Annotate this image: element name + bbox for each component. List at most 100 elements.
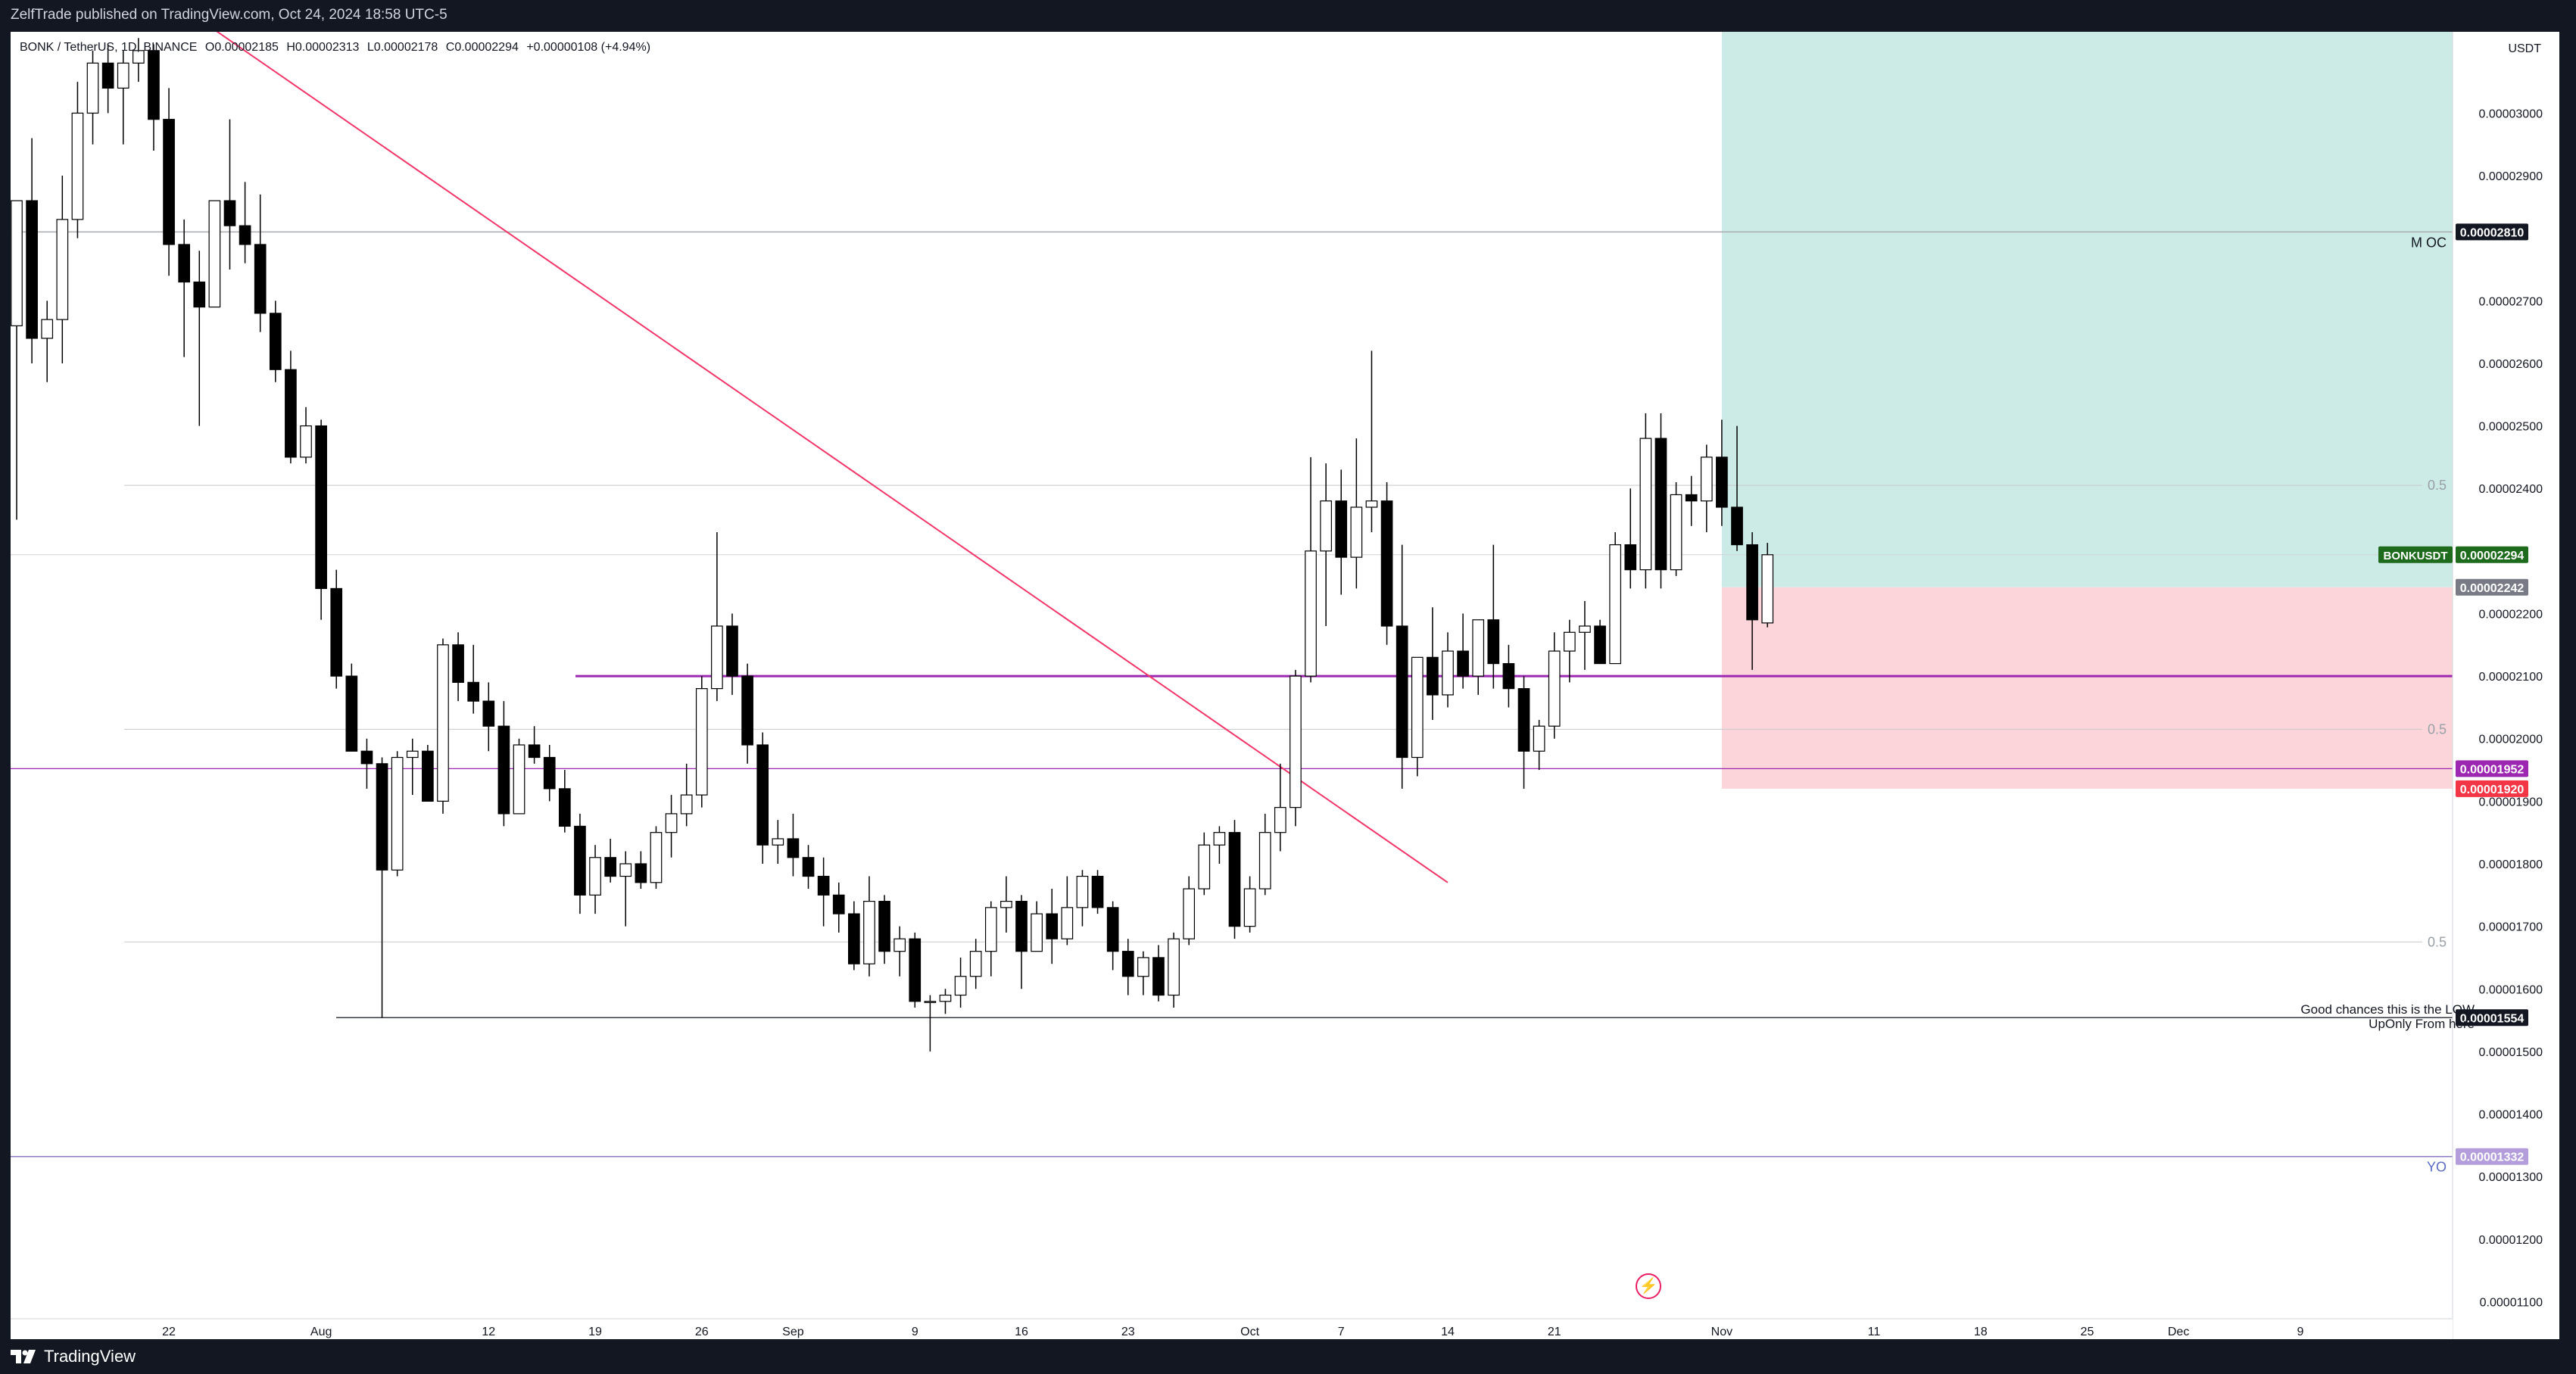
candle-body[interactable] — [467, 681, 480, 702]
candle-body[interactable] — [1106, 907, 1119, 952]
price-badge[interactable] — [2456, 1009, 2528, 1027]
candle-body[interactable] — [1046, 913, 1059, 939]
candle-body[interactable] — [1579, 625, 1591, 633]
candle-body[interactable] — [1731, 506, 1743, 546]
candle-body[interactable] — [1305, 550, 1317, 677]
candle-body[interactable] — [330, 587, 343, 677]
candle-body[interactable] — [1548, 650, 1561, 727]
candle-body[interactable] — [878, 900, 890, 952]
candle-body[interactable] — [1427, 656, 1439, 696]
candle-body[interactable] — [756, 744, 769, 846]
candle-body[interactable] — [1015, 900, 1028, 952]
candle-body[interactable] — [1457, 650, 1469, 677]
candle-body[interactable] — [133, 50, 145, 64]
candle-body[interactable] — [11, 200, 23, 326]
candle-body[interactable] — [86, 62, 99, 114]
price-chart[interactable]: 0.5 0.5 0.5 M OC YO 0.00003000 0.00002900 0.0… — [11, 32, 2559, 1339]
candle-body[interactable] — [315, 425, 327, 590]
candle-body[interactable] — [787, 838, 800, 858]
candle-body[interactable] — [543, 756, 556, 790]
profit-zone[interactable] — [1721, 32, 2453, 587]
candle-body[interactable] — [924, 1001, 937, 1003]
candle-body[interactable] — [391, 756, 404, 871]
candle-body[interactable] — [1365, 500, 1378, 508]
candle-body[interactable] — [650, 832, 663, 883]
candle-body[interactable] — [969, 951, 982, 977]
candle-body[interactable] — [1472, 619, 1485, 677]
candle-body[interactable] — [1335, 500, 1348, 558]
candle-body[interactable] — [939, 994, 952, 1002]
candle-body[interactable] — [1639, 438, 1652, 571]
candle-body[interactable] — [893, 938, 906, 952]
candle-body[interactable] — [1761, 554, 1774, 624]
candle-body[interactable] — [574, 825, 586, 896]
candle-body[interactable] — [817, 875, 830, 896]
candle-body[interactable] — [528, 744, 541, 759]
candle-body[interactable] — [1624, 544, 1637, 571]
candle-body[interactable] — [1274, 807, 1286, 833]
candle-body[interactable] — [1061, 907, 1074, 939]
candle-body[interactable] — [1031, 913, 1043, 952]
candle-body[interactable] — [1502, 662, 1515, 690]
candle-body[interactable] — [148, 50, 160, 120]
candle-body[interactable] — [1243, 888, 1256, 927]
candle-body[interactable] — [741, 675, 753, 746]
candle-body[interactable] — [285, 369, 297, 458]
currency-label[interactable]: USDT — [2508, 42, 2541, 55]
candle-body[interactable] — [1442, 650, 1454, 696]
candle-body[interactable] — [254, 244, 267, 314]
price-badge[interactable] — [2456, 1148, 2528, 1165]
candle-body[interactable] — [1685, 494, 1698, 502]
candle-body[interactable] — [223, 200, 236, 226]
candle-body[interactable] — [1000, 900, 1012, 908]
candle-body[interactable] — [695, 688, 708, 796]
candle-body[interactable] — [437, 644, 449, 802]
candle-body[interactable] — [772, 838, 784, 846]
candle-body[interactable] — [56, 219, 69, 320]
candle-body[interactable] — [452, 644, 464, 683]
candle-body[interactable] — [178, 244, 191, 283]
price-badge[interactable] — [2456, 546, 2528, 563]
candle-body[interactable] — [1198, 844, 1211, 890]
candle-body[interactable] — [665, 813, 678, 833]
candle-body[interactable] — [863, 900, 875, 964]
candle-body[interactable] — [1121, 951, 1134, 977]
candle-body[interactable] — [26, 200, 38, 339]
candle-body[interactable] — [269, 313, 282, 370]
candle-body[interactable] — [1670, 494, 1683, 571]
candle-body[interactable] — [604, 857, 616, 877]
price-badge[interactable] — [2456, 578, 2528, 596]
candle-body[interactable] — [1517, 688, 1530, 752]
candle-body[interactable] — [909, 938, 922, 1002]
candle-body[interactable] — [163, 119, 175, 245]
candle-body[interactable] — [589, 857, 601, 896]
candle-body[interactable] — [1076, 875, 1089, 908]
candle-body[interactable] — [1487, 619, 1500, 665]
candle-body[interactable] — [208, 200, 221, 308]
candle-body[interactable] — [482, 700, 495, 727]
stop-zone[interactable] — [1721, 587, 2453, 789]
candle-body[interactable] — [1396, 625, 1408, 759]
candle-body[interactable] — [1700, 456, 1713, 502]
candle-body[interactable] — [1411, 656, 1424, 759]
candle-body[interactable] — [513, 744, 525, 815]
candle-body[interactable] — [619, 863, 632, 877]
time-axis[interactable] — [11, 1319, 2453, 1339]
candle-body[interactable] — [1716, 456, 1728, 508]
candle-body[interactable] — [1350, 506, 1363, 558]
candle-body[interactable] — [1091, 875, 1104, 908]
candle-body[interactable] — [117, 62, 129, 89]
candle-body[interactable] — [1152, 957, 1165, 996]
candle-body[interactable] — [1654, 438, 1667, 571]
candle-body[interactable] — [101, 62, 114, 89]
candle-body[interactable] — [1137, 957, 1149, 977]
candle-body[interactable] — [832, 894, 845, 914]
candle-body[interactable] — [1213, 832, 1226, 846]
candle-body[interactable] — [1258, 832, 1271, 890]
candle-body[interactable] — [635, 863, 647, 883]
symbol-badge[interactable] — [2378, 546, 2453, 563]
candle-body[interactable] — [984, 907, 997, 952]
candle-body[interactable] — [1563, 631, 1576, 652]
candle-body[interactable] — [1380, 500, 1393, 627]
price-badge[interactable] — [2456, 780, 2528, 797]
